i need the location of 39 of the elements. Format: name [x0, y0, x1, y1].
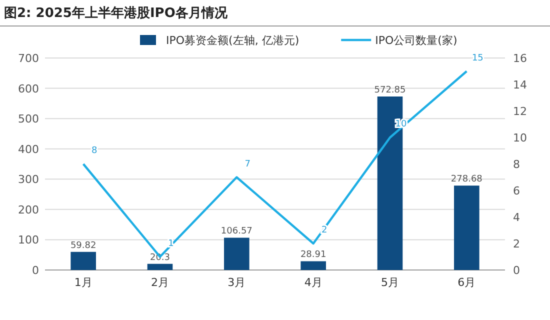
y-tick-label: 300 [18, 173, 39, 186]
x-tick-label: 1月 [74, 276, 92, 289]
data-label: 15 [472, 53, 484, 64]
y2-tick-label: 0 [513, 264, 520, 277]
legend-label: IPO募资金额(左轴, 亿港元) [166, 34, 300, 47]
y2-tick-label: 2 [513, 238, 520, 250]
y-tick-label: 500 [18, 112, 39, 126]
data-label: 572.85 [374, 86, 406, 96]
y2-tick-label: 8 [513, 158, 520, 171]
y2-tick-label: 12 [513, 105, 527, 118]
data-label: 28.91 [300, 250, 326, 260]
y2-tick-label: 4 [513, 211, 520, 224]
y-tick-label: 600 [18, 82, 39, 96]
x-tick-label: 5月 [381, 276, 399, 289]
y2-tick-label: 10 [513, 132, 527, 144]
y-tick-label: 100 [18, 234, 39, 247]
x-tick-label: 2月 [151, 276, 169, 289]
bar [300, 261, 326, 270]
bar [454, 186, 480, 270]
data-label: 8 [91, 146, 98, 156]
y-tick-label: 400 [18, 142, 39, 156]
y2-tick-label: 6 [513, 184, 520, 198]
data-label: 278.68 [450, 174, 483, 185]
legend-label: IPO公司数量(家) [375, 34, 458, 47]
x-tick-label: 6月 [458, 276, 476, 289]
bar [224, 238, 250, 270]
bar [147, 264, 173, 270]
data-label: 59.82 [70, 240, 96, 251]
data-label: 106.57 [220, 226, 252, 237]
x-tick-label: 3月 [228, 276, 246, 289]
x-tick-label: 4月 [304, 276, 322, 289]
y2-tick-label: 16 [513, 52, 527, 65]
data-label: 7 [244, 159, 251, 170]
y-tick-label: 700 [18, 52, 39, 65]
y2-tick-label: 14 [513, 78, 527, 92]
y-tick-label: 0 [32, 264, 39, 277]
y-tick-label: 200 [18, 203, 39, 216]
chart-title: 图2: 2025年上半年港股IPO各月情况 [4, 6, 228, 21]
bar [70, 252, 96, 270]
